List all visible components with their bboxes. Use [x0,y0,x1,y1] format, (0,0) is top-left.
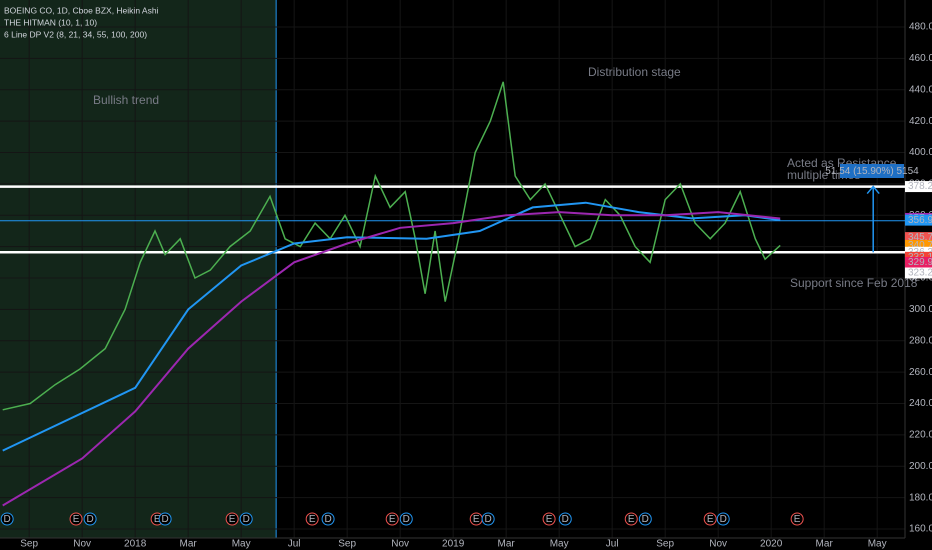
event-label: D [243,514,250,525]
event-label: D [403,514,410,525]
event-marker [481,512,495,526]
event-label: E [229,514,236,525]
event-label: D [4,514,11,525]
x-tick-label: May [232,539,251,550]
x-tick-label: Nov [73,539,91,550]
x-tick-label: Jul [606,539,619,550]
event-label: E [389,514,396,525]
annotation: Distribution stage [588,65,681,79]
event-label: E [309,514,316,525]
arrow-head [866,185,880,195]
x-tick-label: Sep [338,539,356,550]
price-label: 340.77 [908,240,932,251]
series-line [2,81,781,411]
x-tick-label: Sep [20,539,38,550]
event-marker [624,512,638,526]
event-label: D [161,514,168,525]
price-label: 345.76 [908,232,932,243]
price-label-box [905,232,932,244]
event-marker [69,512,83,526]
event-label: E [473,514,480,525]
price-label-box [905,239,932,251]
y-tick-label: 460.00 [909,53,932,64]
price-label: 323.20 [908,268,932,279]
event-marker [558,512,572,526]
y-tick-label: 220.00 [909,430,932,441]
y-tick-label: 440.00 [909,84,932,95]
event-label: D [86,514,93,525]
event-label: D [485,514,492,525]
y-tick-label: 300.00 [909,304,932,315]
header: BOEING CO, 1D, Cboe BZX, Heikin Ashi [4,5,159,15]
event-marker [638,512,652,526]
event-marker [305,512,319,526]
event-marker [399,512,413,526]
x-tick-label: 2020 [760,539,783,550]
measure-box [840,164,904,178]
header: THE HITMAN (10, 1, 10) [4,17,97,27]
event-label: E [794,514,801,525]
event-marker [385,512,399,526]
y-tick-label: 480.00 [909,22,932,33]
x-tick-label: May [868,539,887,550]
event-marker [158,512,172,526]
x-tick-label: Jul [288,539,301,550]
y-tick-label: 280.00 [909,335,932,346]
price-label-box [905,256,932,268]
price-label-box [905,214,932,226]
x-tick-label: May [550,539,569,550]
event-marker [321,512,335,526]
y-tick-label: 160.00 [909,524,932,535]
price-label-box [905,181,932,193]
event-label: E [707,514,714,525]
price-label: 378.29 [908,181,932,192]
event-label: D [324,514,331,525]
event-label: D [720,514,727,525]
y-tick-label: 400.00 [909,147,932,158]
series-line [2,211,781,507]
series-line [2,201,781,452]
event-label: E [154,514,161,525]
x-tick-label: Sep [656,539,674,550]
event-label: E [73,514,80,525]
x-tick-label: Mar [180,539,198,550]
event-marker [0,512,14,526]
y-tick-label: 260.00 [909,367,932,378]
event-marker [239,512,253,526]
event-label: D [642,514,649,525]
annotation: Bullish trend [93,93,159,107]
event-marker [542,512,556,526]
x-tick-label: 2018 [124,539,147,550]
event-label: E [546,514,553,525]
event-marker [703,512,717,526]
event-label: E [628,514,635,525]
price-label-box [905,267,932,279]
event-marker [716,512,730,526]
price-label: 329.92 [908,257,932,268]
measure-label: 51.54 (15.90%) 5154 [825,166,919,177]
x-tick-label: Nov [391,539,409,550]
y-tick-label: 240.00 [909,398,932,409]
x-tick-label: Mar [498,539,516,550]
x-tick-label: 2019 [442,539,465,550]
x-tick-label: Nov [709,539,727,550]
y-tick-label: 200.00 [909,461,932,472]
x-tick-label: Mar [816,539,834,550]
event-marker [225,512,239,526]
event-marker [790,512,804,526]
y-tick-label: 420.00 [909,116,932,127]
header: 6 Line DP V2 (8, 21, 34, 55, 100, 200) [4,29,147,39]
y-tick-label: 180.00 [909,492,932,503]
event-marker [83,512,97,526]
price-label: 356.91 [908,215,932,226]
event-label: D [562,514,569,525]
annotation: Support since Feb 2018 [790,276,918,290]
